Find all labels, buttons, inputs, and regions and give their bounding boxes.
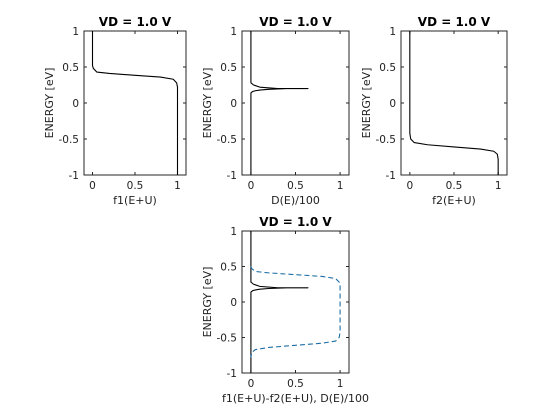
series-line-1 [250, 31, 309, 175]
y-tick-label: 0 [72, 98, 79, 110]
y-axis-label: ENERGY [eV] [43, 68, 56, 139]
y-tick-label: -0.5 [217, 134, 238, 146]
subplot-3: VD = 1.0 V 0 0.5 1 -1 -0.5 0 0.5 1 f2(E+U) ENERGY … [360, 15, 508, 207]
chart-title: VD = 1.0 V [99, 15, 172, 29]
chart-title: VD = 1.0 V [259, 15, 332, 29]
x-tick-label: 1 [495, 180, 502, 192]
chart-title: VD = 1.0 V [259, 215, 332, 229]
x-tick-label: 0 [248, 378, 255, 390]
y-tick-label: -1 [69, 170, 79, 182]
x-tick-label: 0.5 [127, 180, 144, 192]
y-tick-label: 1 [230, 26, 237, 38]
y-axis-label: ENERGY [eV] [201, 68, 214, 139]
y-tick-label: -0.5 [217, 333, 238, 345]
y-axis-label: ENERGY [eV] [201, 267, 214, 338]
y-tick-label: -1 [386, 170, 396, 182]
chart-title: VD = 1.0 V [418, 15, 491, 29]
x-tick-label: 0 [248, 180, 255, 192]
x-tick-label: 0.5 [287, 378, 304, 390]
x-tick-label: 0.5 [446, 180, 463, 192]
x-tick-label: 1 [174, 180, 181, 192]
y-tick-label: 0.5 [62, 62, 79, 74]
y-tick-label: 1 [230, 226, 237, 238]
y-tick-label: 0.5 [220, 62, 237, 74]
y-tick-label: -0.5 [59, 134, 80, 146]
y-tick-label: 0.5 [220, 262, 237, 274]
series-line-2 [250, 266, 341, 358]
series-line-1 [409, 31, 499, 175]
y-axis-label: ENERGY [eV] [360, 68, 373, 139]
y-tick-label: 0 [230, 297, 237, 309]
subplot-container: VD = 1.0 V 0 0.5 1 -1 -0.5 0 0.5 1 f1(E+U) ENERGY … [43, 15, 508, 405]
x-tick-label: 1 [337, 378, 344, 390]
axes-frame [241, 30, 350, 176]
y-tick-label: 0 [389, 98, 396, 110]
x-axis-label: D(E)/100 [271, 194, 320, 207]
subplot-4: VD = 1.0 V 0 0.5 1 -1 -0.5 0 0.5 1 f1(E+U)-f2(E+U… [201, 215, 369, 405]
y-tick-label: 0.5 [379, 62, 396, 74]
x-axis-label: f1(E+U)-f2(E+U), D(E)/100 [222, 392, 369, 405]
y-tick-label: -1 [227, 368, 237, 380]
subplot-1: VD = 1.0 V 0 0.5 1 -1 -0.5 0 0.5 1 f1(E+U) ENERGY … [43, 15, 187, 207]
x-axis-label: f2(E+U) [432, 194, 476, 207]
axes-frame [400, 30, 508, 176]
x-tick-label: 0.5 [287, 180, 304, 192]
axes-frame [83, 30, 187, 176]
x-tick-label: 1 [337, 180, 344, 192]
x-axis-label: f1(E+U) [113, 194, 157, 207]
y-tick-label: 0 [230, 98, 237, 110]
subplot-2: VD = 1.0 V 0 0.5 1 -1 -0.5 0 0.5 1 D(E)/100 ENERGY… [201, 15, 350, 207]
y-tick-label: 1 [72, 26, 79, 38]
x-tick-label: 0 [406, 180, 413, 192]
y-tick-label: -0.5 [376, 134, 397, 146]
series-line-1 [91, 31, 179, 175]
series-line-1 [250, 231, 309, 373]
y-tick-label: 1 [389, 26, 396, 38]
axes-frame [241, 230, 350, 374]
x-tick-label: 0 [89, 180, 96, 192]
y-tick-label: -1 [227, 170, 237, 182]
